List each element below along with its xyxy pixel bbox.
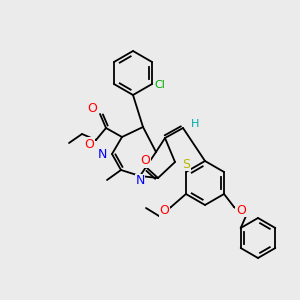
Text: N: N [135, 175, 145, 188]
Text: O: O [159, 203, 169, 217]
Text: O: O [87, 103, 97, 116]
Text: H: H [191, 119, 200, 129]
Text: Cl: Cl [154, 80, 166, 90]
Text: O: O [140, 154, 150, 167]
Text: S: S [182, 158, 190, 170]
Text: N: N [98, 148, 107, 160]
Text: O: O [236, 203, 246, 217]
Text: O: O [84, 137, 94, 151]
